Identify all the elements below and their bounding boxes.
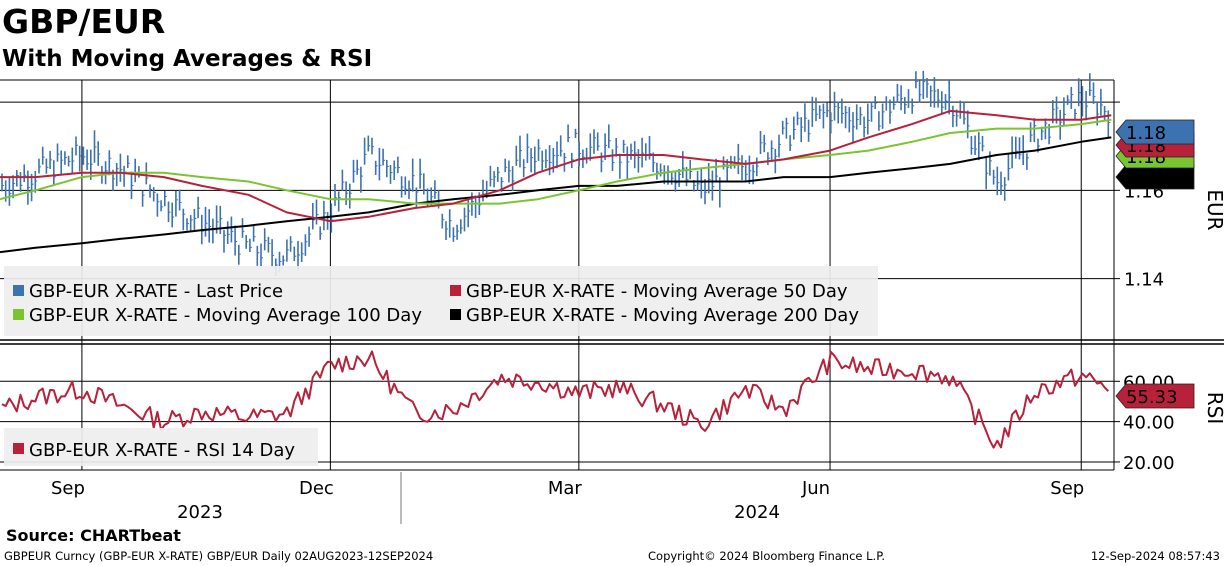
x-year-label: 2023: [177, 502, 223, 523]
tag-price: 1.18: [1115, 119, 1195, 145]
tag-rsi-text: 55.33: [1126, 387, 1178, 408]
footer-ticker-info: GBPEUR Curncy (GBP-EUR X-RATE) GBP/EUR D…: [4, 549, 434, 563]
rsi-line: [1, 350, 1110, 449]
rsi-axis-title: RSI: [1203, 392, 1224, 425]
chart-title: GBP/EUR: [2, 2, 166, 41]
x-tick-label: Sep: [1050, 478, 1084, 499]
legend-swatch-ma200: [450, 309, 461, 320]
legend-swatch-rsi: [13, 443, 24, 454]
tag-ma200-text: 1.17: [1126, 168, 1166, 189]
rsi-tick-label: 40.00: [1123, 413, 1175, 434]
tag-ma200: 1.17: [1115, 164, 1195, 190]
tag-rsi: 55.33: [1115, 383, 1195, 409]
price-legend: GBP-EUR X-RATE - Last Price GBP-EUR X-RA…: [4, 266, 878, 336]
rsi-tick-label: 20.00: [1123, 453, 1175, 474]
legend-swatch-ma50: [450, 285, 461, 296]
ma200-line: [0, 136, 1112, 254]
x-year-label: 2024: [734, 502, 780, 523]
legend-label-ma100: GBP-EUR X-RATE - Moving Average 100 Day: [29, 305, 422, 326]
tag-price-text: 1.18: [1126, 123, 1166, 144]
legend-swatch-price: [13, 285, 24, 296]
rsi-legend: GBP-EUR X-RATE - RSI 14 Day: [4, 428, 318, 466]
chart-subtitle: With Moving Averages & RSI: [2, 46, 373, 72]
source-note: Source: CHARTbeat: [6, 526, 181, 545]
y-tick-label: 1.14: [1124, 270, 1164, 291]
ma100-line: [0, 118, 1112, 205]
legend-swatch-ma100: [13, 309, 24, 320]
legend-label-price: GBP-EUR X-RATE - Last Price: [29, 281, 283, 302]
x-tick-label: Jun: [801, 478, 830, 499]
ma50-line: [0, 109, 1112, 223]
footer-copyright: Copyright© 2024 Bloomberg Finance L.P.: [648, 549, 885, 563]
rsi-legend-background: [4, 428, 318, 466]
legend-label-ma50: GBP-EUR X-RATE - Moving Average 50 Day: [466, 281, 848, 302]
legend-label-ma200: GBP-EUR X-RATE - Moving Average 200 Day: [466, 305, 859, 326]
footer-timestamp: 12-Sep-2024 08:57:43: [1090, 549, 1220, 563]
x-tick-label: Sep: [51, 478, 85, 499]
x-tick-label: Mar: [548, 478, 583, 499]
x-tick-label: Dec: [299, 478, 334, 499]
rsi-series-group: [1, 350, 1110, 449]
legend-background: [4, 266, 878, 336]
price-axis-title: EUR: [1203, 189, 1224, 230]
legend-label-rsi: GBP-EUR X-RATE - RSI 14 Day: [29, 440, 295, 461]
